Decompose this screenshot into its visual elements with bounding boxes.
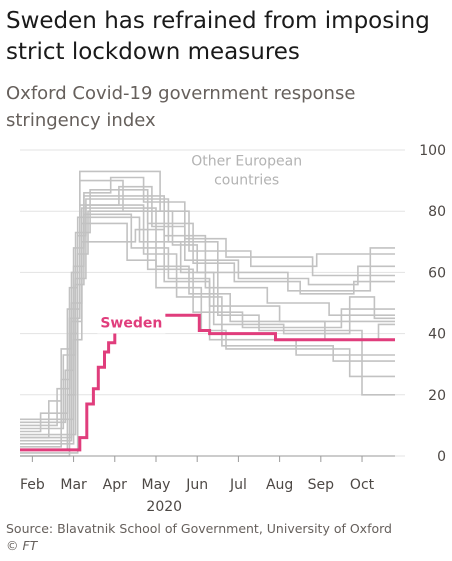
sweden-line [20,313,395,452]
x-tick-label-jul: Jul [229,477,247,493]
y-tick-label-100: 100 [419,143,446,159]
series-line-other-13 [20,176,395,451]
sweden-label-bg [97,313,166,334]
other-countries-label: Other European countries [191,153,302,188]
y-tick-label-0: 0 [437,449,446,465]
x-tick-label-apr: Apr [103,477,127,493]
x-tick-label-oct: Oct [350,477,375,493]
axes: 0 20 40 60 80 100 Feb Mar Apr May Jun Jul Aug Sep Oct 2… [20,143,446,515]
series-line-other-8 [20,222,395,442]
x-tick-label-feb: Feb [20,477,45,493]
annotations: Other European countries Sweden [97,153,302,334]
y-tick-label-80: 80 [428,204,446,220]
x-tick-label-mar: Mar [60,477,87,493]
x-tick-label-aug: Aug [266,477,293,493]
y-tick-label-60: 60 [428,265,446,281]
y-tick-label-40: 40 [428,327,446,343]
other-countries-lines [20,170,395,457]
x-tick-label-jun: Jun [185,477,208,493]
sweden-label: Sweden [100,315,162,331]
copyright-text: © FT [6,538,38,553]
chart-subtitle: Oxford Covid-19 government response stri… [6,83,356,131]
other-countries-label-line-1: Other European [191,153,302,169]
other-countries-label-line-2: countries [214,172,279,188]
x-tick-label-may: May [142,477,171,493]
x-tick-label-sep: Sep [308,477,335,493]
chart-title: Sweden has refrained from imposing stric… [6,8,430,65]
series-line-other-1 [20,185,395,439]
source-note: Source: Blavatnik School of Government, … [6,520,446,554]
source-text: Source: Blavatnik School of Government, … [6,521,392,536]
line-chart: Other European countries Sweden 0 20 40 60 80 1… [20,143,446,515]
series-line-other-4 [20,170,395,433]
y-tick-label-20: 20 [428,388,446,404]
x-axis-year-label: 2020 [146,499,182,515]
series-line-sweden [20,313,395,452]
